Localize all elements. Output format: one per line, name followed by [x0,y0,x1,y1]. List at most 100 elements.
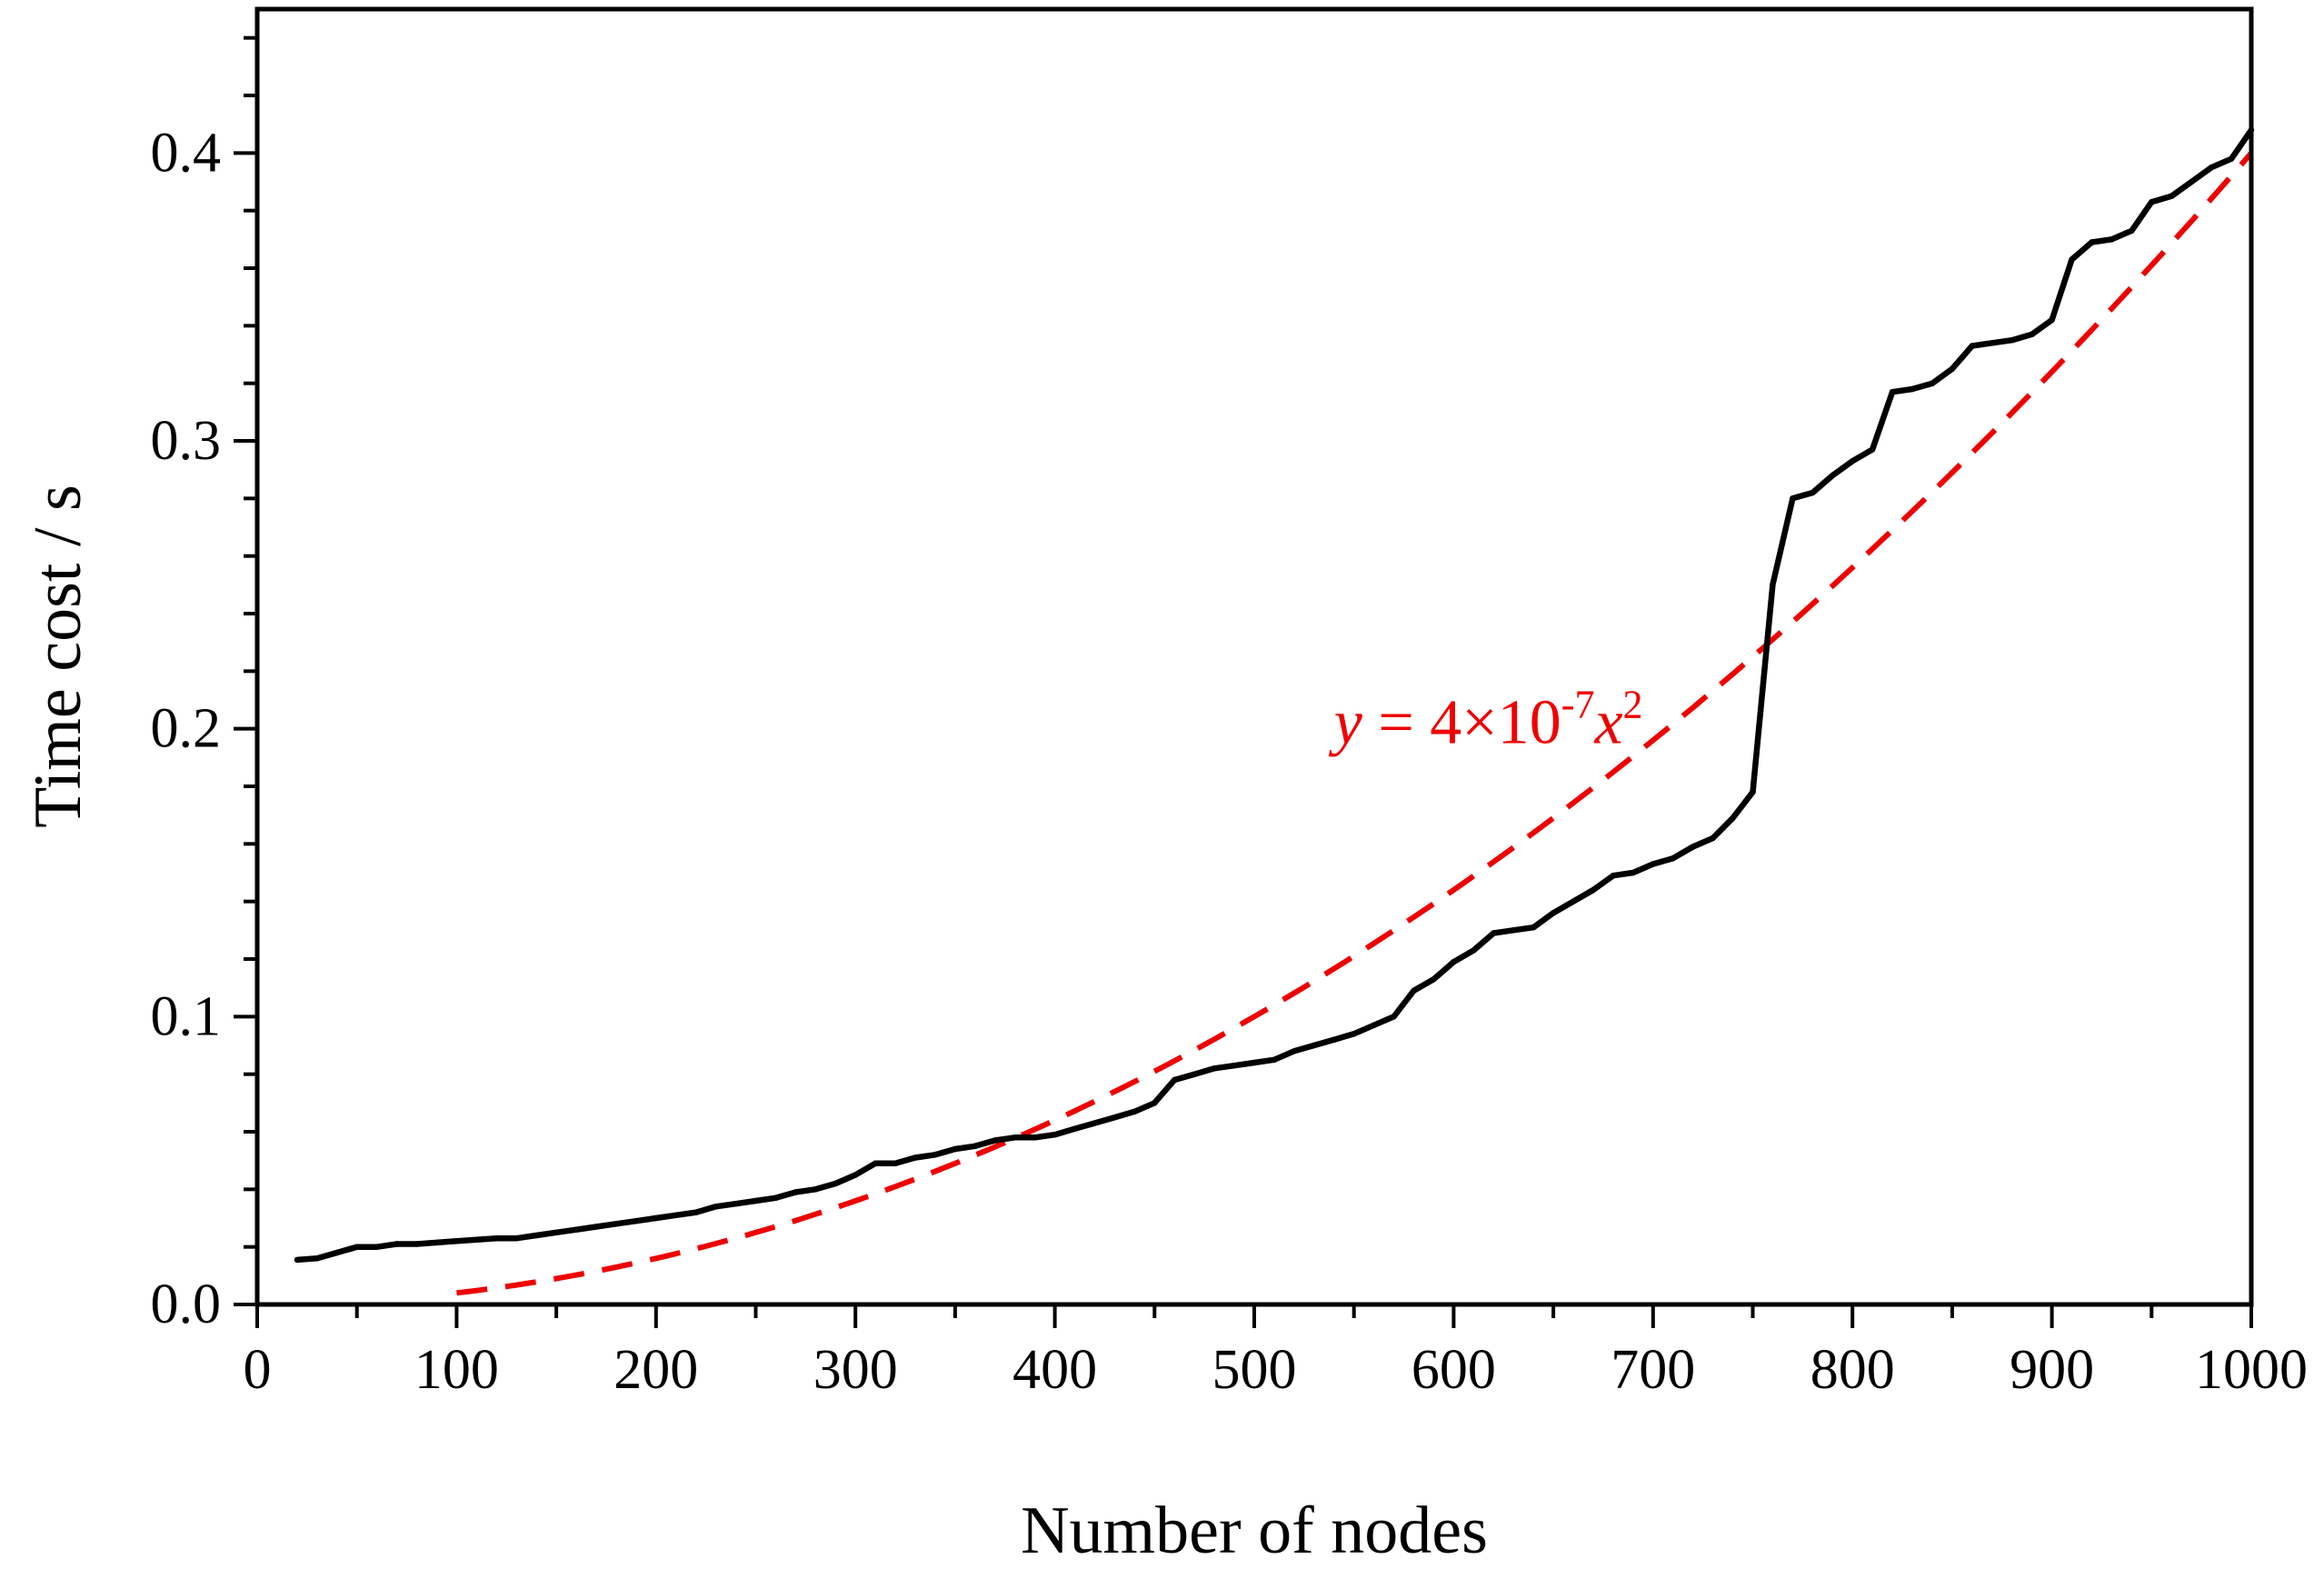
time-cost-point [1092,1120,1098,1126]
time-cost-point [593,1224,600,1230]
time-cost-point [992,1137,999,1144]
time-cost-point [1112,1114,1118,1121]
time-cost-point [892,1160,899,1167]
time-cost-point [573,1226,580,1233]
annot-y: y [1329,688,1363,758]
annot-eq: = 4×10 [1362,688,1561,758]
time-cost-point [1371,1022,1377,1029]
x-tick-label: 100 [414,1339,499,1401]
time-cost-point [1909,385,1916,393]
time-cost-point [1391,1014,1397,1020]
time-cost-point [1949,365,1956,372]
time-cost-point [1251,1059,1258,1066]
time-cost-point [1550,910,1557,916]
time-cost-point [613,1221,620,1227]
time-cost-point [1630,869,1637,876]
time-cost-series-line [296,128,2254,1264]
x-tick-label: 600 [1411,1339,1496,1401]
time-cost-point [1969,343,1975,349]
time-cost-point [1471,947,1477,954]
time-cost-point [334,1249,340,1256]
y-axis-title: Time cost / s [21,485,95,828]
time-cost-point [673,1212,679,1219]
time-cost-point [972,1143,979,1150]
time-cost-point [1670,855,1676,862]
time-cost-point [294,1256,301,1264]
time-cost-point [653,1214,659,1222]
time-cost-point [1511,927,1517,934]
time-cost-point [1989,340,1995,346]
time-cost-point [2129,227,2135,234]
time-cost-point [773,1194,779,1202]
time-cost-point [1331,1036,1338,1043]
x-tick-label: 400 [1012,1339,1097,1401]
time-cost-point [1770,582,1776,588]
time-cost-point [932,1152,939,1158]
time-cost-point [833,1180,839,1187]
time-cost-point [2149,199,2155,205]
time-cost-point [494,1235,500,1242]
time-cost-point [1052,1132,1058,1138]
time-cost-point [1411,987,1417,994]
time-cost-point [1790,495,1796,502]
x-tick-label: 700 [1611,1339,1695,1401]
time-cost-point [2109,236,2115,243]
time-cost-point [1929,380,1936,386]
time-cost-point [1291,1048,1298,1054]
time-cost-point [1192,1071,1198,1077]
time-cost-point [1211,1065,1218,1072]
time-cost-point [2228,155,2235,162]
x-tick-label: 900 [2010,1339,2094,1401]
time-cost-point [414,1241,420,1247]
x-tick-label: 200 [613,1339,698,1401]
fit-curve-dashed [456,151,2254,1296]
x-tick-label: 300 [813,1339,898,1401]
time-cost-point [454,1238,460,1244]
time-cost-point [1231,1063,1238,1069]
time-cost-point [2009,337,2015,344]
time-cost-point [1152,1100,1158,1106]
time-cost-point [912,1154,919,1161]
time-cost-point [394,1241,400,1247]
time-cost-point [1451,959,1457,965]
time-cost-point [853,1172,859,1178]
time-cost-point [1012,1134,1018,1141]
time-cost-point [1850,458,1856,465]
time-cost-point [633,1218,640,1224]
fit-equation-label: y = 4×10-7x2 [1329,683,1643,758]
time-cost-point [872,1160,879,1167]
time-cost-point [374,1244,380,1250]
time-cost-point [1590,886,1597,894]
time-cost-point [1869,446,1876,453]
y-tick-label: 0.4 [151,122,222,184]
time-cost-point [793,1189,799,1195]
time-cost-point [1351,1031,1357,1037]
time-cost-point [1311,1042,1318,1049]
time-cost-point [1610,873,1617,879]
time-cost-point [753,1197,759,1204]
time-cost-point [1172,1076,1178,1084]
y-axis-ticks: 0.0 0.1 0.2 0.3 0.4 [151,35,257,1335]
x-tick-label: 800 [1810,1339,1895,1401]
x-tick-label: 1000 [2195,1339,2308,1401]
time-cost-point [713,1204,719,1210]
x-tick-label: 500 [1212,1339,1297,1401]
x-axis-ticks: 0 100 200 300 400 500 600 700 800 900 1000 [244,1304,2308,1401]
time-cost-point [2189,178,2195,185]
time-cost-point [1491,930,1497,936]
time-cost-point [813,1186,819,1193]
time-cost-point [314,1255,320,1262]
time-cost-point [2089,239,2095,245]
time-cost-point [1032,1134,1038,1141]
annot-exp: -7 [1561,683,1595,727]
x-axis-title: Number of nodes [1021,1494,1488,1564]
time-cost-point [693,1209,699,1215]
time-cost-points [294,126,2255,1264]
y-tick-label: 0.2 [151,698,222,760]
y-tick-label: 0.0 [151,1274,222,1335]
annot-x: x [1593,688,1622,758]
time-cost-point [1072,1125,1078,1133]
time-cost-point [1431,976,1437,983]
time-cost-point [354,1244,360,1250]
